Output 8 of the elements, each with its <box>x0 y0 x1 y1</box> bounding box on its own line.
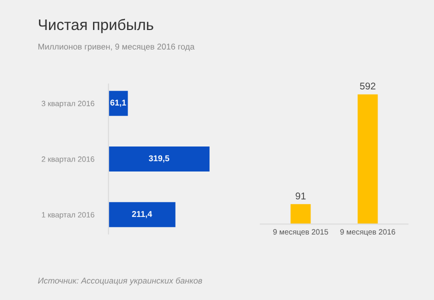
data-label: 91 <box>296 192 306 200</box>
data-label: 61,1 <box>110 100 126 107</box>
chart-title: Чистая прибыль <box>38 18 154 34</box>
data-label: 592 <box>360 82 376 90</box>
chart-subtitle: Миллионов гривен, 9 месяцев 2016 года <box>38 44 195 52</box>
text: Источник: Ассоциация украинских банков <box>38 277 202 286</box>
data-label: 319,5 <box>148 155 170 162</box>
data-label: 211,4 <box>132 210 152 218</box>
